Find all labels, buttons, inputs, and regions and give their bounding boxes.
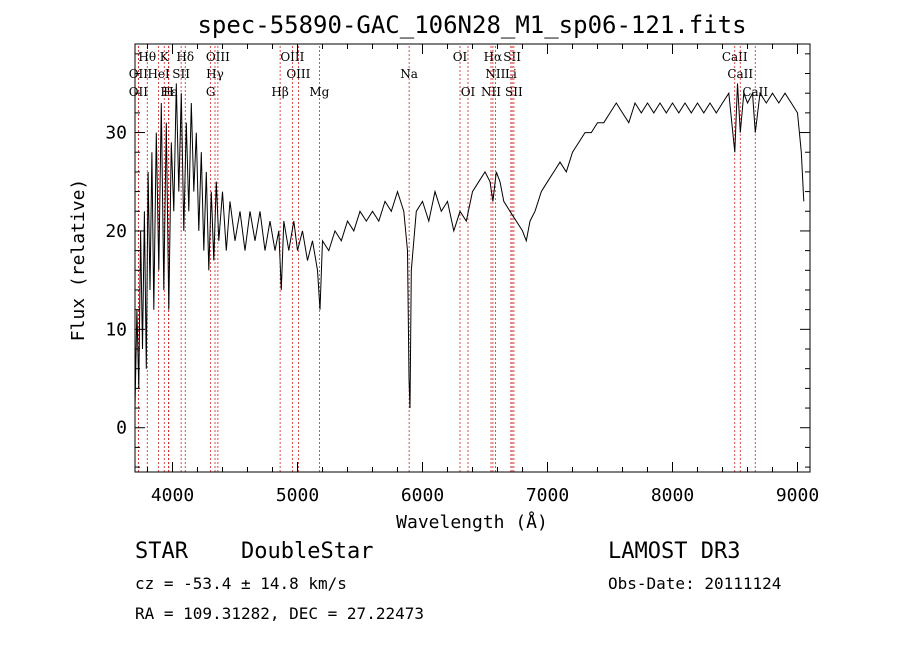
- line-label-2: Hδ: [176, 50, 194, 64]
- object-class: STAR: [135, 539, 189, 564]
- line-label-6: Hα: [484, 50, 503, 64]
- line-label-23: Mg: [309, 85, 329, 99]
- line-label-5: OI: [453, 50, 468, 64]
- emission-line-markers: HθKHδOIIIOIIIOIHαSIICaIIOIIHeISIIHγOIIIN…: [129, 46, 768, 472]
- line-label-26: SII: [505, 85, 523, 99]
- x-tick-label-4: 8000: [651, 485, 694, 506]
- line-label-24: OI: [461, 85, 476, 99]
- redshift-velocity: cz = -53.4 ± 14.8 km/s: [135, 574, 347, 593]
- coordinates: RA = 109.31282, DEC = 27.22473: [135, 604, 424, 623]
- line-label-3: OIII: [206, 50, 230, 64]
- survey-name: LAMOST DR3: [608, 539, 740, 564]
- observation-date: Obs-Date: 20111124: [608, 574, 781, 593]
- plot-frame: [134, 43, 811, 473]
- line-label-20: H: [163, 85, 173, 99]
- line-label-25: NII: [481, 85, 501, 99]
- line-label-17: CaII: [727, 67, 753, 81]
- line-label-12: Hγ: [206, 67, 224, 81]
- line-label-10: HeI: [147, 67, 170, 81]
- object-subclass: DoubleStar: [241, 539, 373, 564]
- y-tick-label-2: 20: [105, 221, 127, 242]
- x-tick-label-1: 5000: [276, 485, 319, 506]
- chart-title: spec-55890-GAC_106N28_M1_sp06-121.fits: [197, 11, 746, 39]
- line-label-27: CaII: [742, 85, 768, 99]
- line-label-15: NII: [485, 67, 505, 81]
- line-label-22: Hβ: [271, 85, 288, 99]
- y-axis-title: Flux (relative): [68, 179, 89, 342]
- line-label-1: K: [160, 50, 170, 64]
- y-tick-label-1: 10: [105, 319, 127, 340]
- y-axis: 0 10 20 30: [105, 53, 810, 468]
- y-tick-label-0: 0: [116, 418, 127, 439]
- line-label-7: SII: [503, 50, 521, 64]
- line-label-21: G: [206, 85, 216, 99]
- line-label-8: CaII: [722, 50, 748, 64]
- x-axis: 4000 5000 6000 7000 8000 9000: [147, 44, 819, 506]
- x-tick-label-5: 9000: [776, 485, 819, 506]
- line-label-13: OIII: [286, 67, 310, 81]
- spectrum-line-0: [134, 83, 805, 409]
- line-label-14: Na: [400, 67, 418, 81]
- line-label-4: OIII: [280, 50, 304, 64]
- spectrum-series: [134, 83, 805, 409]
- line-label-0: Hθ: [138, 50, 156, 64]
- y-tick-label-3: 30: [105, 123, 127, 144]
- line-label-18: OII: [129, 85, 149, 99]
- x-axis-title: Wavelength (Å): [396, 511, 548, 533]
- x-tick-label-3: 7000: [526, 485, 569, 506]
- x-tick-label-0: 4000: [151, 485, 194, 506]
- line-label-16: Li: [505, 67, 517, 81]
- line-label-11: SII: [172, 67, 190, 81]
- x-tick-label-2: 6000: [401, 485, 444, 506]
